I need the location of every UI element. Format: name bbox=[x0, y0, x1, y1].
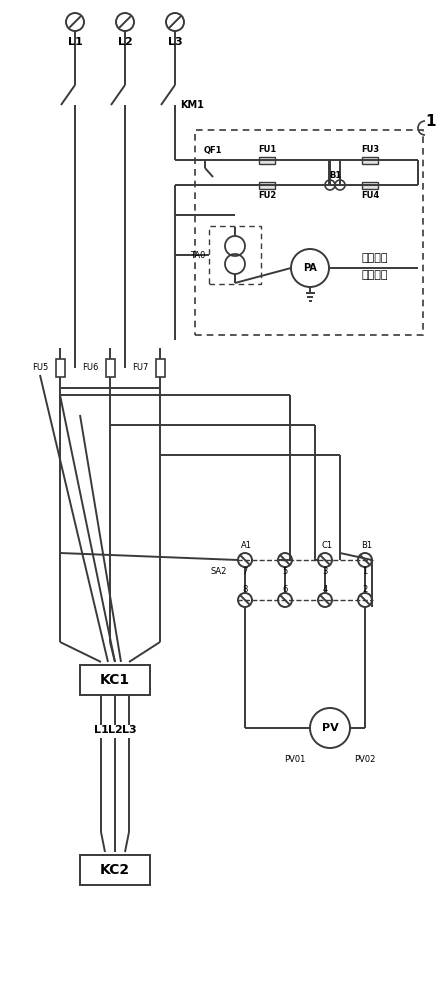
Text: 检测电路: 检测电路 bbox=[362, 270, 388, 280]
Text: FU2: FU2 bbox=[258, 190, 276, 200]
Text: 5: 5 bbox=[282, 566, 288, 576]
Text: PV: PV bbox=[321, 723, 338, 733]
Text: FU4: FU4 bbox=[361, 190, 379, 200]
Bar bbox=[56, 359, 64, 377]
Text: SA2: SA2 bbox=[210, 566, 227, 576]
Text: QF1: QF1 bbox=[204, 145, 222, 154]
Text: KC2: KC2 bbox=[100, 863, 130, 877]
Bar bbox=[195, 130, 423, 335]
Text: L2: L2 bbox=[118, 37, 132, 47]
Text: 4: 4 bbox=[322, 584, 328, 593]
Text: FU5: FU5 bbox=[32, 363, 48, 372]
Text: PV02: PV02 bbox=[354, 756, 376, 764]
Text: 7: 7 bbox=[242, 566, 248, 576]
Text: FU3: FU3 bbox=[361, 145, 379, 154]
Bar bbox=[106, 359, 115, 377]
Text: TA0: TA0 bbox=[190, 250, 205, 259]
Text: 8: 8 bbox=[242, 584, 248, 593]
Text: KC1: KC1 bbox=[100, 673, 130, 687]
Text: L1: L1 bbox=[67, 37, 83, 47]
Bar bbox=[362, 182, 378, 188]
Text: C1: C1 bbox=[321, 540, 332, 550]
Text: 2: 2 bbox=[362, 584, 368, 593]
Text: L2: L2 bbox=[107, 725, 123, 735]
Text: FU1: FU1 bbox=[258, 145, 276, 154]
Text: 功率方向: 功率方向 bbox=[362, 253, 388, 263]
Bar bbox=[155, 359, 164, 377]
Bar bbox=[362, 156, 378, 163]
Text: L3: L3 bbox=[122, 725, 136, 735]
Text: A1: A1 bbox=[241, 540, 252, 550]
Text: 1: 1 bbox=[426, 114, 436, 129]
Text: KM1: KM1 bbox=[180, 100, 204, 110]
Bar bbox=[80, 665, 150, 695]
Text: B1: B1 bbox=[361, 540, 372, 550]
Text: 6: 6 bbox=[282, 584, 288, 593]
Bar bbox=[80, 855, 150, 885]
Text: L1: L1 bbox=[94, 725, 108, 735]
Text: B1: B1 bbox=[329, 170, 341, 180]
Bar bbox=[259, 182, 275, 188]
Text: 1: 1 bbox=[362, 566, 368, 576]
Bar bbox=[259, 156, 275, 163]
Text: FU7: FU7 bbox=[131, 363, 148, 372]
Text: PA: PA bbox=[303, 263, 317, 273]
Text: 3: 3 bbox=[322, 566, 328, 576]
Bar bbox=[209, 226, 261, 284]
Text: PV01: PV01 bbox=[284, 756, 305, 764]
Text: FU6: FU6 bbox=[82, 363, 98, 372]
Text: L3: L3 bbox=[168, 37, 182, 47]
